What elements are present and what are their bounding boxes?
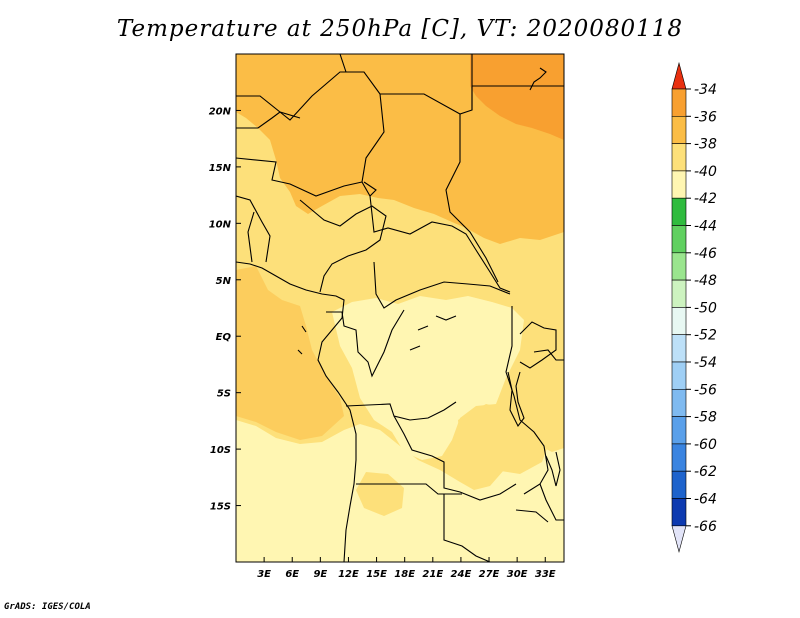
border-westafrica-1 — [236, 157, 363, 197]
map-frame — [235, 53, 565, 563]
field-44-42-congo — [332, 296, 524, 460]
border-chad-car — [369, 195, 511, 293]
colorbar-label: -56 — [694, 382, 717, 398]
colorbar-label: -36 — [694, 109, 717, 125]
border-angola-zambia — [393, 415, 517, 501]
border-small-1 — [363, 181, 377, 197]
colorbar-swatch — [671, 88, 687, 117]
colorbar-swatch — [671, 416, 687, 445]
colorbar-label: -46 — [694, 246, 717, 262]
border-drc-west — [345, 401, 457, 421]
border-sahara-6 — [236, 111, 301, 129]
colorbar-label: -52 — [694, 328, 717, 344]
y-tick-label: 20N — [209, 106, 232, 117]
border-east-lakes — [519, 321, 557, 369]
colorbar-swatch — [671, 307, 687, 335]
colorbar-label: -48 — [694, 273, 717, 289]
colorbar-label: -34 — [694, 82, 717, 98]
colorbar-top-arrow — [671, 61, 687, 90]
y-axis: 20N 15N 10N 5N EQ 5S 10S 15S — [209, 106, 241, 513]
chart-title: Temperature at 250hPa [C], VT: 202008011… — [116, 16, 684, 42]
colorbar-swatch — [671, 388, 687, 417]
x-tick-label: 27E — [479, 569, 500, 580]
border-lake-tanganyika — [507, 371, 525, 428]
field-40-38-atlantic — [236, 266, 344, 440]
border-nigeria-cameroon — [299, 199, 387, 293]
colorbar-swatch — [671, 361, 687, 390]
colorbar-swatch — [671, 443, 687, 472]
y-tick-label: 5S — [217, 389, 231, 400]
border-south-3 — [515, 509, 549, 523]
x-tick-label: 33E — [535, 569, 556, 580]
border-east-2 — [533, 349, 564, 361]
x-tick-label: 12E — [338, 569, 359, 580]
border-north-lakes — [409, 315, 457, 351]
field-38-36-northeast — [470, 54, 564, 140]
colorbar-swatch — [671, 334, 687, 363]
colorbar-swatch — [671, 470, 687, 499]
y-tick-label: 10N — [209, 219, 232, 230]
colorbar-swatch — [671, 225, 687, 254]
x-tick-label: 6E — [285, 569, 299, 580]
y-tick-label: EQ — [216, 332, 232, 343]
colorbar-label: -64 — [694, 492, 717, 508]
colorbar-swatch — [671, 498, 687, 527]
country-borders — [236, 54, 564, 562]
colorbar-label: -54 — [694, 355, 717, 371]
x-tick-label: 24E — [451, 569, 472, 580]
colorbar-label: -58 — [694, 410, 717, 426]
border-westafrica-2 — [236, 195, 271, 263]
colorbar-label: -62 — [694, 464, 717, 480]
grads-credit: GrADS: IGES/COLA — [4, 602, 91, 612]
x-tick-label: 18E — [394, 569, 415, 580]
border-car-south — [373, 261, 511, 309]
border-south-2 — [539, 483, 564, 521]
colorbar-swatch — [671, 143, 687, 172]
x-tick-label: 15E — [366, 569, 387, 580]
border-small-2 — [297, 325, 307, 355]
y-tick-label: 15S — [210, 502, 231, 513]
colorbar-label: -42 — [694, 191, 717, 207]
border-south-1 — [443, 494, 491, 562]
colorbar-swatch — [671, 116, 687, 144]
x-tick-label: 9E — [313, 569, 327, 580]
colorbar-swatch — [671, 252, 687, 281]
colorbar-swatch — [671, 170, 687, 199]
colorbar: -34 -36 -38 -40 -42 -44 -46 -48 -50 -52 -54 -56 -58 -… — [671, 61, 717, 553]
colorbar-label: -38 — [694, 137, 717, 153]
border-congo-gabon — [326, 309, 405, 378]
temperature-field — [236, 54, 564, 562]
x-tick-label: 30E — [507, 569, 528, 580]
colorbar-swatch — [671, 279, 687, 308]
colorbar-bottom-arrow — [671, 525, 687, 553]
field-42-40-patch-angola — [356, 472, 404, 516]
x-axis: 3E 6E 9E 12E 15E 18E 21E 24E 27E 30E 33E — [257, 557, 556, 580]
border-westafrica-3 — [247, 211, 255, 263]
y-tick-label: 10S — [210, 445, 231, 456]
colorbar-swatch — [671, 197, 687, 226]
border-lake-malawi — [545, 451, 561, 487]
border-sahara-2 — [339, 54, 347, 73]
colorbar-label: -66 — [694, 519, 717, 535]
colorbar-label: -60 — [694, 437, 717, 453]
border-drc-east — [505, 306, 549, 495]
colorbar-label: -40 — [694, 164, 717, 180]
y-tick-label: 15N — [209, 163, 232, 174]
x-tick-label: 21E — [422, 569, 443, 580]
border-sahara-4 — [445, 114, 499, 283]
border-angola-namibia — [356, 483, 462, 495]
field-42-40-patch-east — [458, 404, 550, 474]
x-tick-label: 3E — [257, 569, 271, 580]
border-nile — [529, 67, 547, 91]
y-tick-label: 5N — [216, 276, 232, 287]
coastline-west — [236, 261, 357, 562]
colorbar-label: -50 — [694, 300, 717, 316]
colorbar-label: -44 — [694, 219, 717, 235]
